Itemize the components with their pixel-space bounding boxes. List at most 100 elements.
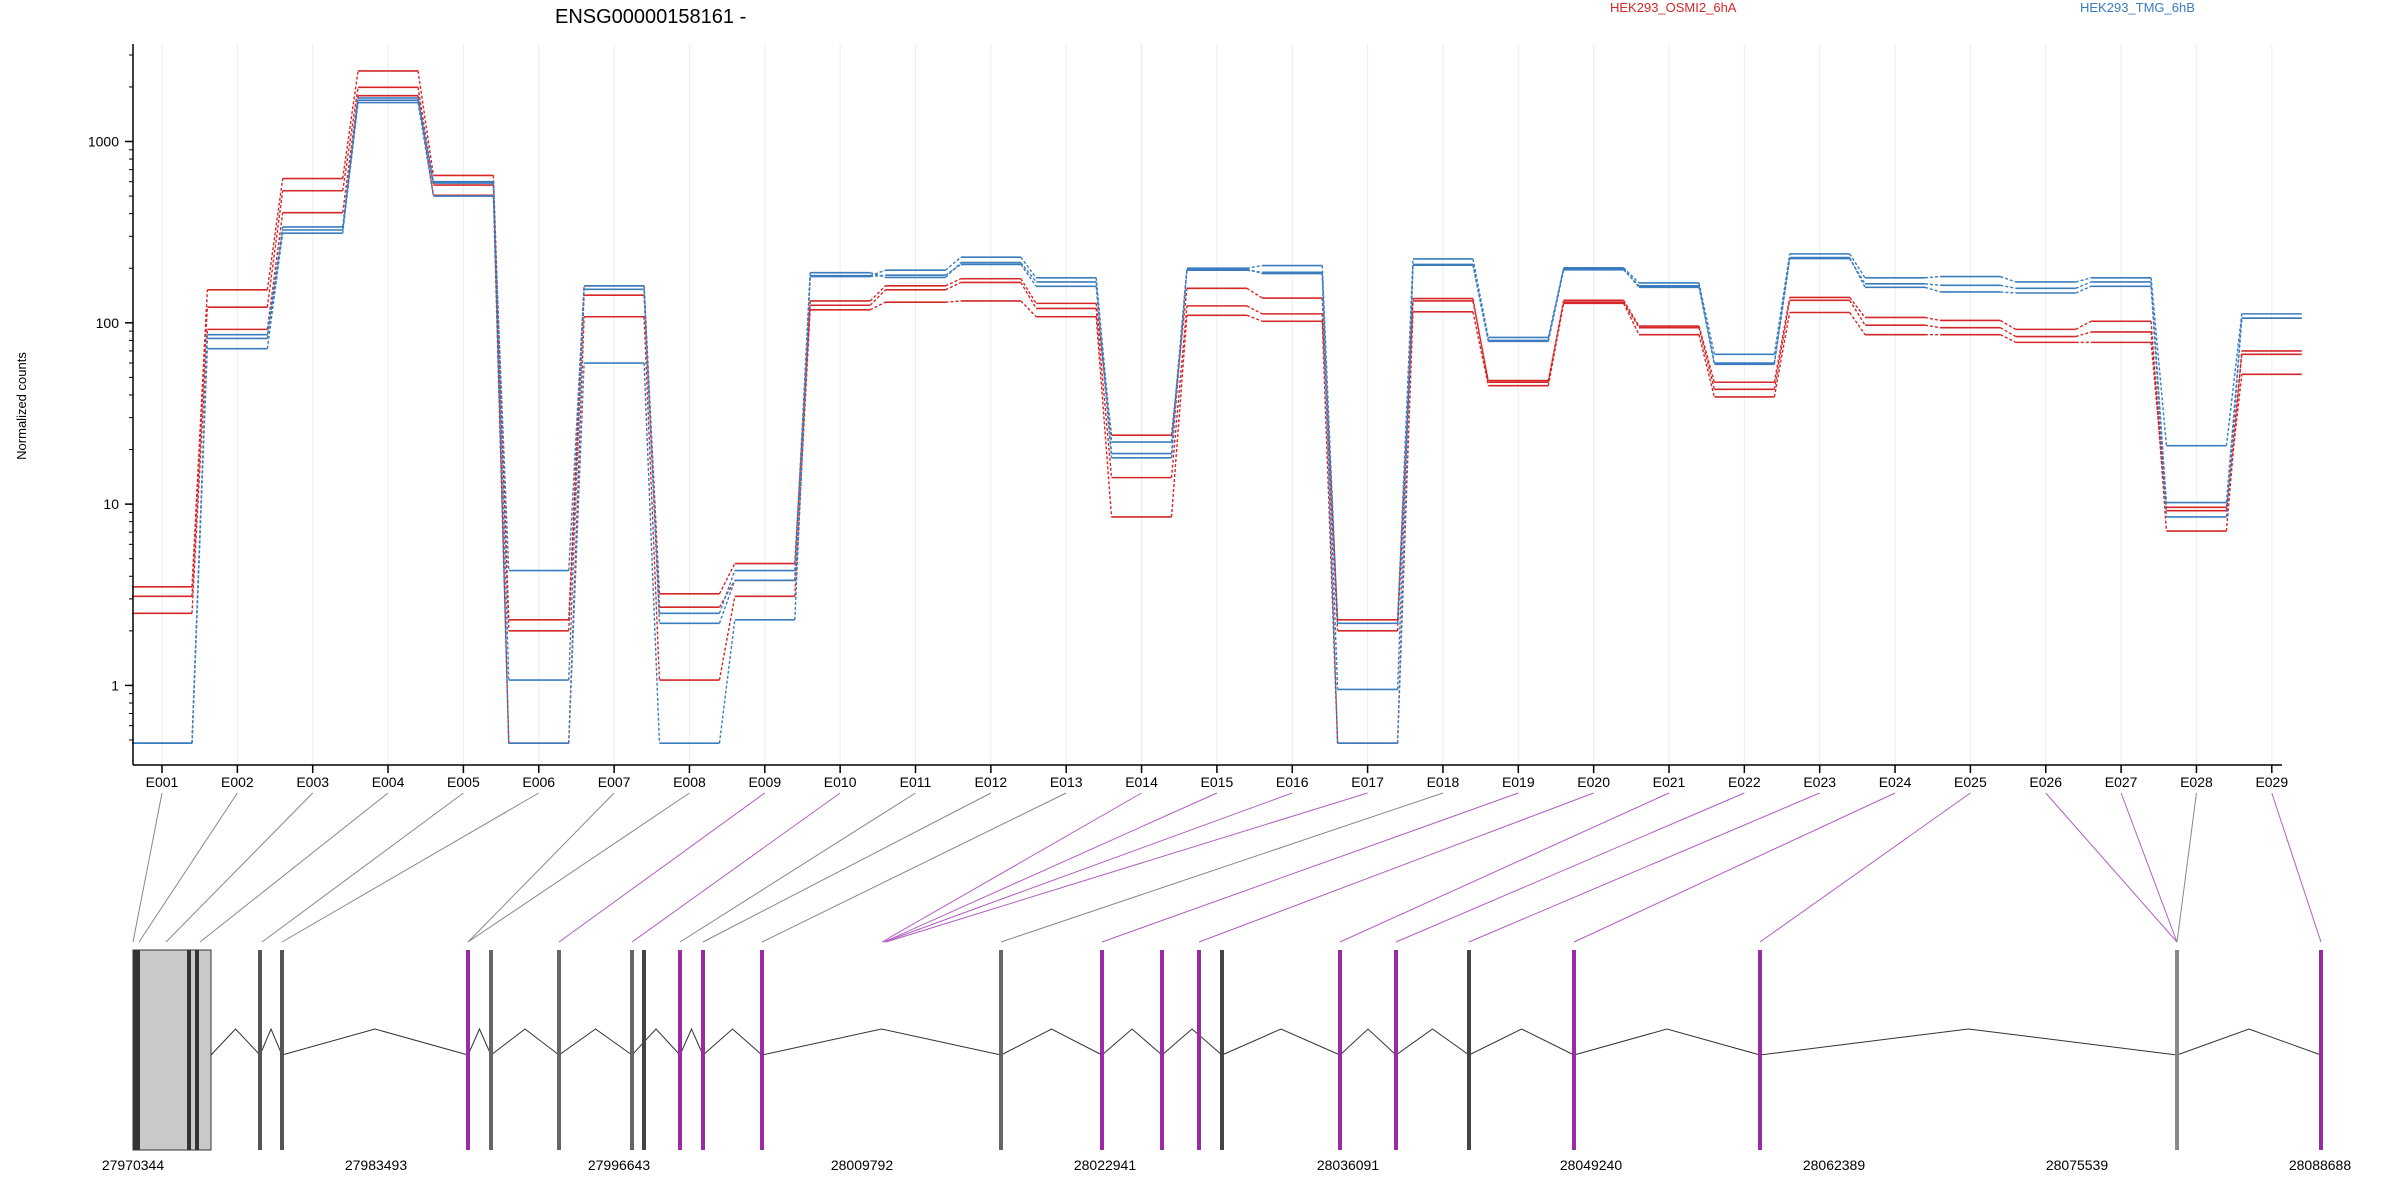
exon-connector — [761, 792, 1067, 943]
series-connector — [869, 289, 886, 306]
series-connector — [869, 301, 886, 311]
exon-connector — [885, 792, 1368, 943]
gene-model-track: 27970344 27983493 27996643 28009792 28022941… — [102, 949, 2352, 1173]
genomic-coordinate-label: 28049240 — [1560, 1157, 1623, 1173]
x-tick-label: E001 — [146, 774, 179, 790]
y-tick-label: 100 — [96, 315, 120, 331]
series-connector — [1849, 299, 1866, 326]
series-connector — [945, 281, 962, 291]
exon-connector — [558, 792, 766, 943]
exon-bar — [258, 950, 262, 1150]
intron-line — [558, 1028, 633, 1056]
exon-bar — [1467, 950, 1471, 1150]
series-connector — [945, 278, 962, 287]
exon-bar — [557, 950, 561, 1150]
x-tick-label: E025 — [1954, 774, 1987, 790]
series-connector — [869, 272, 886, 279]
x-tick-label: E011 — [900, 774, 932, 790]
series-line — [132, 99, 2302, 745]
series-connector — [1773, 300, 1791, 390]
x-tick-label: E024 — [1879, 774, 1912, 790]
x-tick-label: E021 — [1653, 774, 1686, 790]
x-tick-label: E002 — [221, 774, 254, 790]
exon-bar — [1338, 950, 1342, 1150]
x-tick-label: E022 — [1728, 774, 1761, 790]
series-connector — [2000, 284, 2016, 289]
genomic-coordinate-label: 28036091 — [1317, 1157, 1380, 1173]
series-connector — [718, 563, 736, 595]
series-connector — [869, 269, 886, 277]
series-connector — [492, 185, 510, 631]
series-connector — [1321, 273, 1339, 744]
series-connector — [1396, 311, 1414, 744]
exon-connector — [1000, 792, 1444, 943]
x-tick-label: E019 — [1502, 774, 1535, 790]
exon-bar — [1100, 950, 1104, 1150]
exon-bar — [678, 950, 682, 1150]
intron-line — [1101, 1028, 1163, 1056]
series-connector — [2000, 334, 2017, 344]
y-tick-label: 10 — [103, 496, 119, 512]
series-connector — [191, 329, 209, 614]
exon-connector — [1759, 792, 1971, 943]
utr-block — [132, 949, 212, 1151]
exon-connector — [1573, 792, 1896, 943]
series-connector — [1020, 263, 1037, 287]
exon-bar — [2175, 950, 2179, 1150]
series-connector — [869, 285, 886, 302]
exon-connector — [165, 792, 314, 943]
exon-bar — [466, 950, 470, 1150]
series-connector — [1472, 311, 1489, 386]
series-connector — [1396, 265, 1414, 690]
exon-connector — [467, 792, 690, 943]
exon-bar — [1394, 950, 1398, 1150]
series-connector — [1020, 262, 1037, 283]
intron-line — [467, 1027, 492, 1056]
y-axis-label: Normalized counts — [14, 352, 29, 460]
x-tick-label: E014 — [1125, 774, 1158, 790]
intron-line — [490, 1028, 560, 1056]
exon-connector — [1198, 792, 1594, 943]
exon-bar — [195, 950, 199, 1150]
x-tick-label: E009 — [748, 774, 781, 790]
series-connector — [266, 229, 284, 335]
series-connector — [2075, 331, 2092, 338]
series-connector — [266, 233, 284, 349]
series-connector — [1095, 308, 1113, 478]
series-connector — [1547, 267, 1565, 338]
exon-connector — [881, 792, 1142, 943]
x-tick-label: E018 — [1427, 774, 1460, 790]
series-connector — [945, 262, 962, 278]
x-tick-label: E015 — [1201, 774, 1234, 790]
series-connector — [342, 70, 359, 179]
series-connector — [1396, 258, 1414, 624]
series-connector — [1849, 297, 1866, 318]
genomic-coordinate-label: 27983493 — [345, 1157, 408, 1173]
genomic-coordinate-label: 28088688 — [2289, 1157, 2352, 1173]
x-tick-label: E026 — [2029, 774, 2062, 790]
series-connector — [1246, 305, 1263, 315]
series-connector — [266, 178, 284, 290]
x-tick-label: E006 — [522, 774, 555, 790]
axes: 1 10 100 1000 E001 E002 E003 E004 E005 E006 E007 E0… — [88, 44, 2288, 790]
series-connector — [1698, 327, 1716, 390]
series-connector — [643, 289, 661, 624]
series-connector — [568, 363, 585, 744]
genomic-coordinate-label: 28022941 — [1074, 1157, 1137, 1173]
series-connector — [342, 95, 359, 213]
intron-line — [1395, 1028, 1470, 1056]
series-connector — [945, 263, 962, 276]
exon-bar — [1220, 950, 1224, 1150]
genomic-coordinate-label: 28009792 — [831, 1157, 894, 1173]
series-connector — [492, 183, 510, 744]
series-connector — [945, 300, 961, 303]
x-tick-label: E016 — [1276, 774, 1309, 790]
series-connector — [2000, 291, 2016, 294]
exon-bar — [1758, 950, 1762, 1150]
intron-line — [1221, 1028, 1341, 1056]
series-connector — [492, 195, 510, 744]
series-connector — [1547, 268, 1565, 341]
series-connector — [1773, 253, 1791, 355]
series-connector — [945, 256, 962, 271]
exon-connector — [1395, 792, 1745, 943]
